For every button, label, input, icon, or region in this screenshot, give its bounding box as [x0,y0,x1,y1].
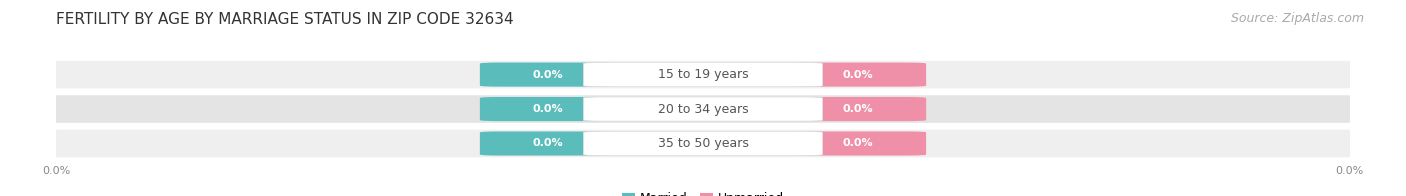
Text: FERTILITY BY AGE BY MARRIAGE STATUS IN ZIP CODE 32634: FERTILITY BY AGE BY MARRIAGE STATUS IN Z… [56,12,513,27]
Text: 0.0%: 0.0% [844,104,873,114]
FancyBboxPatch shape [37,61,1369,88]
FancyBboxPatch shape [479,132,616,156]
Text: 35 to 50 years: 35 to 50 years [658,137,748,150]
Legend: Married, Unmarried: Married, Unmarried [617,187,789,196]
Text: 0.0%: 0.0% [533,104,562,114]
Text: 0.0%: 0.0% [533,70,562,80]
FancyBboxPatch shape [790,132,927,156]
FancyBboxPatch shape [479,63,616,87]
Text: 0.0%: 0.0% [844,139,873,149]
FancyBboxPatch shape [583,63,823,87]
FancyBboxPatch shape [37,95,1369,123]
FancyBboxPatch shape [790,63,927,87]
Text: 15 to 19 years: 15 to 19 years [658,68,748,81]
Text: 0.0%: 0.0% [533,139,562,149]
Text: 20 to 34 years: 20 to 34 years [658,103,748,116]
Text: 0.0%: 0.0% [844,70,873,80]
FancyBboxPatch shape [583,132,823,156]
Text: Source: ZipAtlas.com: Source: ZipAtlas.com [1230,12,1364,25]
FancyBboxPatch shape [790,97,927,121]
FancyBboxPatch shape [583,97,823,121]
FancyBboxPatch shape [37,130,1369,157]
FancyBboxPatch shape [479,97,616,121]
